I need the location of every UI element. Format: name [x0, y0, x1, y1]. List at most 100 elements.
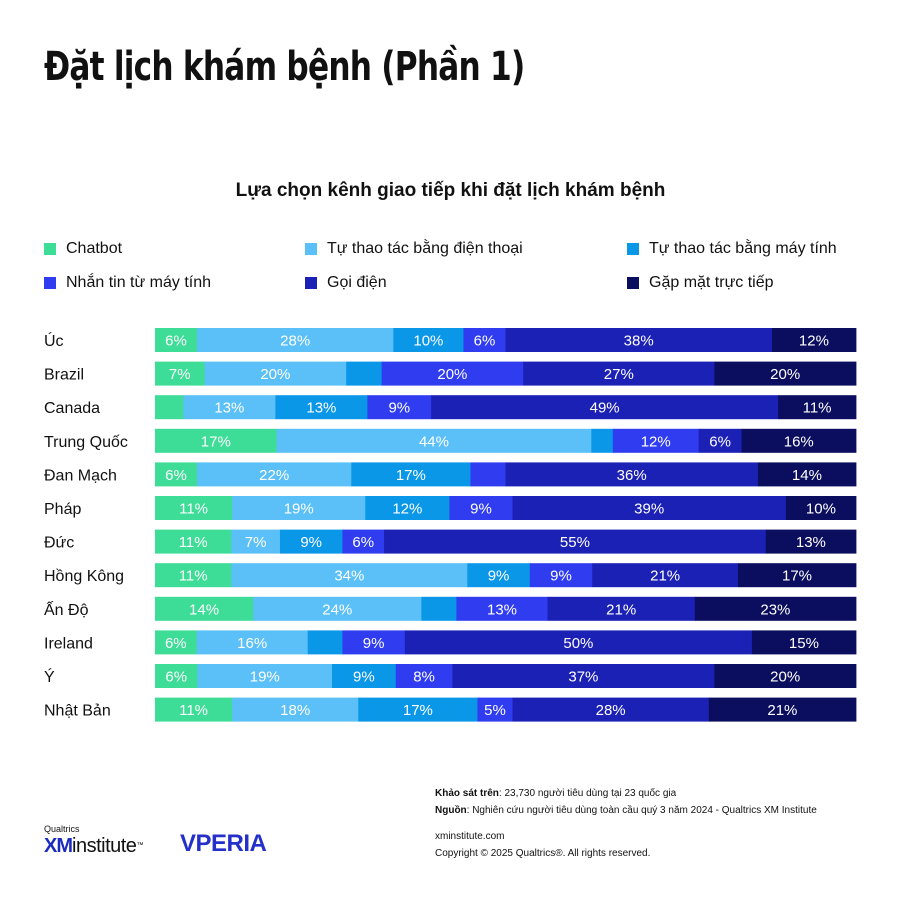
legend-swatch-phone-call [305, 277, 317, 289]
bar-segment-phap-s1 [232, 496, 366, 520]
bar-segment-trung-quoc-s4 [698, 428, 742, 453]
bar-segment-hong-kong-s5 [738, 563, 857, 588]
bar-label-nhat-ban-s4: 28% [596, 702, 626, 719]
bar-label-an-do-s4: 21% [606, 601, 636, 618]
bar-label-nhat-ban-s1: 18% [280, 702, 310, 719]
bar-label-dan-mach-s1: 22% [259, 467, 289, 484]
bar-segment-phap-s3 [449, 496, 513, 520]
bar-label-phap-s1: 19% [284, 501, 314, 518]
bar-segment-uc-s0 [155, 328, 198, 352]
category-label-trung-quoc: Trung Quốc [44, 434, 128, 451]
bar-segment-duc-s4 [384, 529, 767, 554]
bar-segment-nhat-ban-s0 [155, 697, 233, 722]
legend-label-phone-self-service: Tự thao tác bằng điện thoại [327, 240, 523, 257]
bar-label-y-s1: 19% [250, 669, 280, 686]
bar-label-trung-quoc-s5: 16% [784, 433, 814, 450]
bar-segment-phap-s0 [155, 496, 233, 520]
bar-segment-y-s4 [452, 664, 715, 688]
legend-label-computer-messaging: Nhắn tin từ máy tính [66, 274, 211, 291]
bar-label-uc-s0: 6% [165, 333, 187, 350]
bar-segment-brazil-s1 [204, 361, 347, 386]
bar-segment-y-s1 [197, 664, 333, 688]
bar-label-duc-s0: 11% [179, 534, 208, 551]
survey-note: Khảo sát trên: 23,730 người tiêu dùng tạ… [435, 788, 677, 799]
bar-segment-nhat-ban-s1 [232, 697, 359, 722]
bar-label-an-do-s1: 24% [322, 601, 352, 618]
bar-label-y-s4: 37% [568, 669, 598, 686]
bar-segment-hong-kong-s2 [467, 563, 531, 588]
bar-segment-ireland-s4 [404, 630, 753, 655]
bar-label-an-do-s5: 23% [760, 601, 790, 618]
bar-label-trung-quoc-s1: 44% [419, 433, 449, 450]
category-label-phap: Pháp [44, 501, 81, 518]
legend-item-computer-self-service: Tự thao tác bằng máy tính [627, 236, 837, 262]
bar-segment-canada-s4 [431, 395, 779, 420]
bar-label-hong-kong-s3: 9% [550, 568, 572, 585]
legend-item-in-person: Gặp mặt trực tiếp [627, 270, 774, 296]
bar-segment-phap-s5 [785, 496, 857, 520]
bar-segment-y-s0 [155, 664, 198, 688]
category-label-uc: Úc [44, 331, 64, 350]
bar-label-canada-s5: 11% [803, 400, 832, 417]
bar-label-brazil-s1: 20% [260, 366, 290, 383]
legend-item-computer-messaging: Nhắn tin từ máy tính [44, 270, 211, 296]
bar-segment-brazil-s4 [523, 361, 715, 386]
category-label-y: Ý [44, 667, 55, 686]
bar-segment-ireland-s3 [342, 630, 406, 655]
bar-label-duc-s3: 6% [352, 534, 374, 551]
category-label-canada: Canada [44, 400, 100, 417]
bar-label-y-s5: 20% [770, 669, 800, 686]
bar-segment-canada-s5 [778, 395, 857, 420]
bar-segment-brazil-s2 [346, 361, 382, 386]
bar-label-ireland-s1: 16% [237, 635, 267, 652]
legend-swatch-computer-messaging [44, 277, 56, 289]
bar-segment-trung-quoc-s0 [155, 428, 277, 453]
bar-label-nhat-ban-s2: 17% [403, 702, 433, 719]
bar-segment-uc-s3 [463, 328, 506, 352]
legend-swatch-phone-self-service [305, 243, 317, 255]
bar-label-y-s3: 8% [413, 669, 435, 686]
bar-label-an-do-s0: 14% [189, 601, 219, 618]
bar-label-duc-s2: 9% [300, 534, 322, 551]
bar-label-uc-s5: 12% [799, 333, 829, 350]
legend-swatch-computer-self-service [627, 243, 639, 255]
bar-segment-y-s2 [332, 664, 397, 688]
bar-label-duc-s5: 13% [796, 534, 826, 551]
page-title: Đặt lịch khám bệnh (Phần 1) [44, 44, 525, 90]
bar-label-phap-s4: 39% [634, 501, 664, 518]
bar-segment-hong-kong-s4 [592, 563, 739, 588]
bar-label-brazil-s0: 7% [169, 366, 191, 383]
bar-label-y-s2: 9% [353, 669, 375, 686]
footer: xminstitute.com Copyright © 2025 Qualtri… [435, 828, 650, 862]
bar-label-trung-quoc-s0: 17% [201, 433, 231, 450]
bar-segment-phap-s2 [365, 496, 450, 520]
bar-segment-uc-s1 [197, 328, 394, 352]
bar-label-uc-s4: 38% [624, 333, 654, 350]
bar-segment-canada-s1 [183, 395, 276, 420]
legend-item-chatbot: Chatbot [44, 236, 122, 262]
bar-label-ireland-s4: 50% [563, 635, 593, 652]
bar-segment-phap-s4 [512, 496, 787, 520]
bar-segment-duc-s0 [155, 529, 232, 554]
bar-segment-dan-mach-s0 [155, 462, 198, 487]
category-label-dan-mach: Đan Mạch [44, 467, 117, 484]
website-link[interactable]: xminstitute.com [435, 831, 505, 842]
bar-label-hong-kong-s4: 21% [650, 568, 680, 585]
bar-label-y-s0: 6% [165, 669, 187, 686]
bar-segment-ireland-s1 [196, 630, 309, 655]
bar-label-trung-quoc-s4: 6% [709, 433, 731, 450]
bar-label-nhat-ban-s5: 21% [767, 702, 797, 719]
bar-segment-canada-s2 [275, 395, 368, 420]
bar-label-canada-s3: 9% [388, 400, 410, 417]
category-label-brazil: Brazil [44, 367, 84, 384]
bar-segment-duc-s1 [231, 529, 281, 554]
bar-label-dan-mach-s0: 6% [165, 467, 187, 484]
bar-segment-an-do-s1 [253, 596, 422, 621]
qualtrics-wordmark: Qualtrics [44, 824, 80, 834]
bar-segment-duc-s3 [342, 529, 385, 554]
bar-label-canada-s2: 13% [306, 400, 336, 417]
xm-institute-logo: Qualtrics XMinstitute™ [44, 824, 144, 857]
bar-label-uc-s2: 10% [413, 333, 443, 350]
legend-label-chatbot: Chatbot [66, 240, 123, 257]
bar-label-uc-s1: 28% [280, 333, 310, 350]
